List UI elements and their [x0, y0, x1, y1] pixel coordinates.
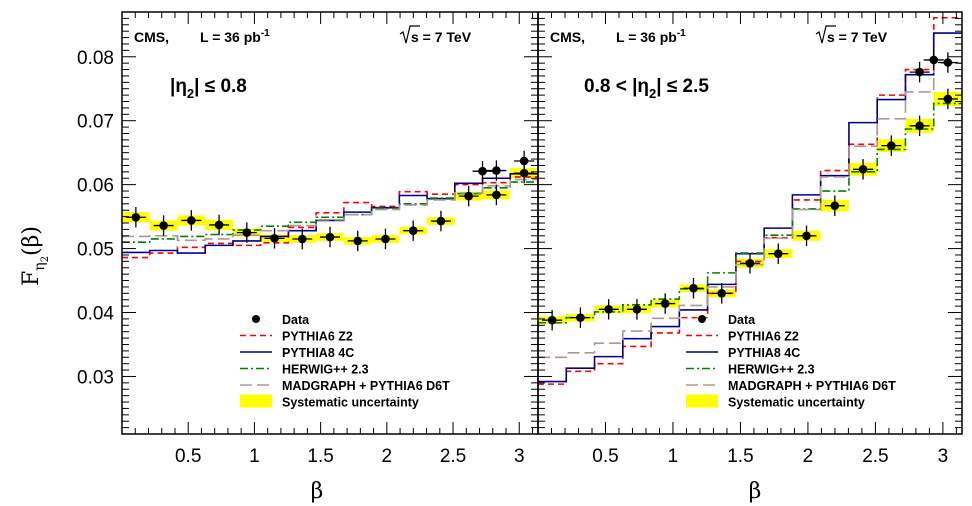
- data-point: [381, 234, 390, 244]
- data-point: [773, 249, 783, 258]
- x-tick-label: 0.5: [175, 446, 201, 467]
- x-tick-label: 1.5: [307, 446, 333, 467]
- series-herwig-2-3: [122, 181, 538, 243]
- y-tick-label: 0.06: [77, 176, 114, 197]
- x-tick-label: 2.5: [440, 446, 466, 467]
- series-madgraph-pythia6-d6t: [538, 62, 962, 359]
- panel-right: 0.5 1 1.5 2 2.5 3 β CMS, L = 36 pb-1 s = 7 TeV 0.8…: [537, 11, 963, 504]
- x-tick-label: 1: [668, 446, 679, 467]
- y-axis-title-sub: η: [32, 262, 48, 270]
- x-tick-label: 2.5: [862, 446, 888, 467]
- y-axis-title-arg: (β): [19, 226, 44, 256]
- legend-data-marker: [698, 315, 706, 323]
- region-label: |η2| ≤ 0.8: [170, 76, 247, 101]
- x-axis-title: β: [311, 479, 324, 504]
- data-point: [915, 121, 924, 131]
- legend-label: MADGRAPH + PYTHIA6 D6T: [282, 379, 450, 393]
- legend-label: Systematic uncertainty: [728, 396, 865, 410]
- y-tick-label: 0.04: [77, 304, 114, 325]
- data-point: [660, 299, 670, 308]
- legend-label: Data: [728, 313, 756, 327]
- header-luminosity: L = 36 pb-1: [200, 28, 270, 45]
- data-point: [576, 313, 585, 322]
- series-herwig-2-3: [538, 102, 962, 324]
- panel-left: 0.5 1 1.5 2 2.5 3 0.03 0.04 0.05 0.06 0.07 0.08 β CMS…: [77, 11, 539, 504]
- header-experiment: CMS,: [134, 29, 169, 45]
- x-tick-label: 3: [514, 446, 525, 467]
- sqrt-icon: [399, 25, 420, 44]
- legend-label: Systematic uncertainty: [282, 396, 419, 410]
- svg-text:Fη2(β): Fη2(β): [19, 226, 51, 286]
- data-point: [270, 234, 279, 243]
- data-point: [689, 283, 698, 293]
- legend-data-marker: [252, 315, 260, 323]
- legend-label: PYTHIA8 4C: [282, 346, 354, 360]
- data-point: [214, 220, 224, 230]
- data-point: [131, 212, 141, 222]
- legend-label: HERWIG++ 2.3: [282, 363, 369, 377]
- data-point: [745, 258, 755, 268]
- data-point: [478, 166, 487, 176]
- data-point: [519, 156, 529, 166]
- header-luminosity: L = 36 pb-1: [616, 28, 686, 45]
- data-point: [830, 201, 840, 211]
- data-point: [802, 231, 811, 241]
- data-point: [632, 305, 642, 314]
- legend-label: HERWIG++ 2.3: [728, 363, 815, 377]
- legend-label: PYTHIA6 Z2: [282, 330, 353, 344]
- x-tick-label: 1: [249, 446, 260, 467]
- data-point: [187, 216, 196, 225]
- y-axis-title-subsub: 2: [40, 256, 51, 262]
- y-tick-label: 0.03: [77, 367, 114, 388]
- data-point: [943, 94, 953, 104]
- data-point: [887, 141, 896, 150]
- y-tick-label: 0.05: [77, 240, 114, 261]
- data-point: [408, 226, 418, 235]
- series-pythia8-4c: [122, 172, 538, 254]
- y-axis-title: Fη2(β): [19, 226, 51, 286]
- region-label: 0.8 < |η2| ≤ 2.5: [584, 76, 709, 101]
- data-point: [159, 221, 168, 230]
- data-point: [858, 164, 868, 174]
- data-point: [464, 191, 473, 201]
- data-point: [519, 168, 529, 178]
- x-axis-title: β: [749, 479, 762, 504]
- x-tick-label: 2: [803, 446, 814, 467]
- legend-syst-swatch: [686, 394, 718, 408]
- plot-area: [122, 150, 538, 259]
- data-point: [717, 289, 727, 298]
- y-axis-title-main: F: [19, 271, 44, 286]
- x-tick-label: 3: [938, 446, 949, 467]
- legend-label: PYTHIA8 4C: [728, 346, 800, 360]
- legend-label: PYTHIA6 Z2: [728, 330, 799, 344]
- data-point: [929, 55, 939, 65]
- data-point: [353, 236, 363, 246]
- plot-area: [538, 16, 962, 385]
- legend-label: MADGRAPH + PYTHIA6 D6T: [728, 379, 896, 393]
- data-point: [604, 305, 613, 314]
- data-point: [492, 166, 501, 175]
- data-point: [492, 190, 501, 200]
- y-tick-label: 0.07: [77, 112, 114, 133]
- data-point: [436, 216, 446, 226]
- legend-syst-swatch: [240, 394, 272, 408]
- data-point: [915, 67, 924, 77]
- y-tick-label: 0.08: [77, 48, 114, 69]
- data-point: [242, 228, 252, 237]
- data-point: [547, 315, 557, 325]
- data-point: [297, 234, 307, 244]
- data-point: [325, 232, 335, 242]
- header-experiment: CMS,: [550, 29, 585, 45]
- data-point: [943, 58, 953, 67]
- legend-label: Data: [282, 313, 310, 327]
- x-tick-label: 1.5: [727, 446, 753, 467]
- sqrt-icon: [815, 25, 836, 44]
- x-tick-label: 0.5: [592, 446, 618, 467]
- header-energy: s = 7 TeV: [411, 29, 472, 45]
- header-energy: s = 7 TeV: [827, 29, 888, 45]
- x-tick-label: 2: [382, 446, 393, 467]
